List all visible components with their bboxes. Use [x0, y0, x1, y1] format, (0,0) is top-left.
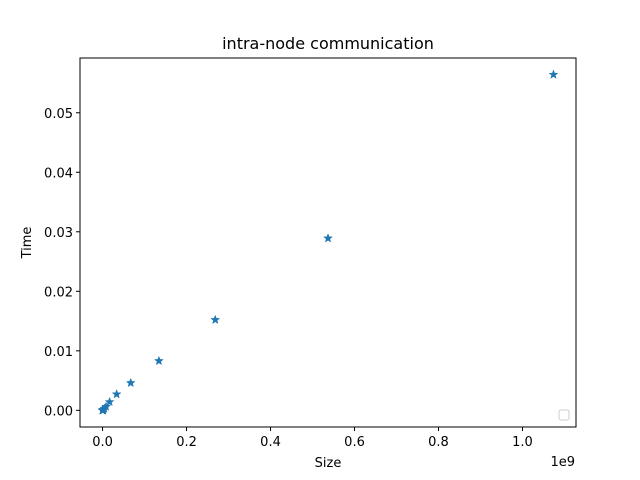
- y-tick-label: 0.05: [44, 107, 73, 122]
- data-point: [323, 233, 333, 243]
- x-tick-label: 0.4: [260, 435, 281, 450]
- y-tick-label: 0.02: [44, 285, 73, 300]
- plot-frame: [79, 57, 577, 428]
- y-tick-label: 0.04: [44, 166, 73, 181]
- x-tick-label: 0.2: [176, 435, 197, 450]
- y-axis-label: Time: [20, 227, 35, 260]
- data-point: [101, 401, 112, 411]
- y-tick-label: 0.00: [44, 404, 73, 419]
- data-point: [125, 377, 136, 388]
- y-tick-label: 0.01: [44, 345, 73, 360]
- data-point: [104, 396, 115, 407]
- y-axis-ticks: 0.00 0.01 0.02 0.03 0.04 0.05: [44, 107, 80, 419]
- data-point: [210, 314, 221, 325]
- y-tick-label: 0.03: [44, 226, 73, 241]
- data-point: [548, 69, 559, 79]
- x-tick-label: 1.0: [512, 435, 533, 450]
- x-tick-label: 0.8: [428, 435, 449, 450]
- x-axis-label: Size: [315, 456, 342, 471]
- x-tick-label: 0.0: [92, 435, 113, 450]
- data-points: [97, 69, 559, 415]
- x-tick-label: 0.6: [344, 435, 365, 450]
- legend: [558, 409, 570, 421]
- x-axis-ticks: 0.0 0.2 0.4 0.6 0.8 1.0: [92, 427, 533, 450]
- data-point: [111, 389, 122, 399]
- data-point: [153, 355, 164, 366]
- x-axis-offset-label: 1e9: [550, 455, 575, 470]
- chart-title: intra-node communication: [222, 34, 434, 53]
